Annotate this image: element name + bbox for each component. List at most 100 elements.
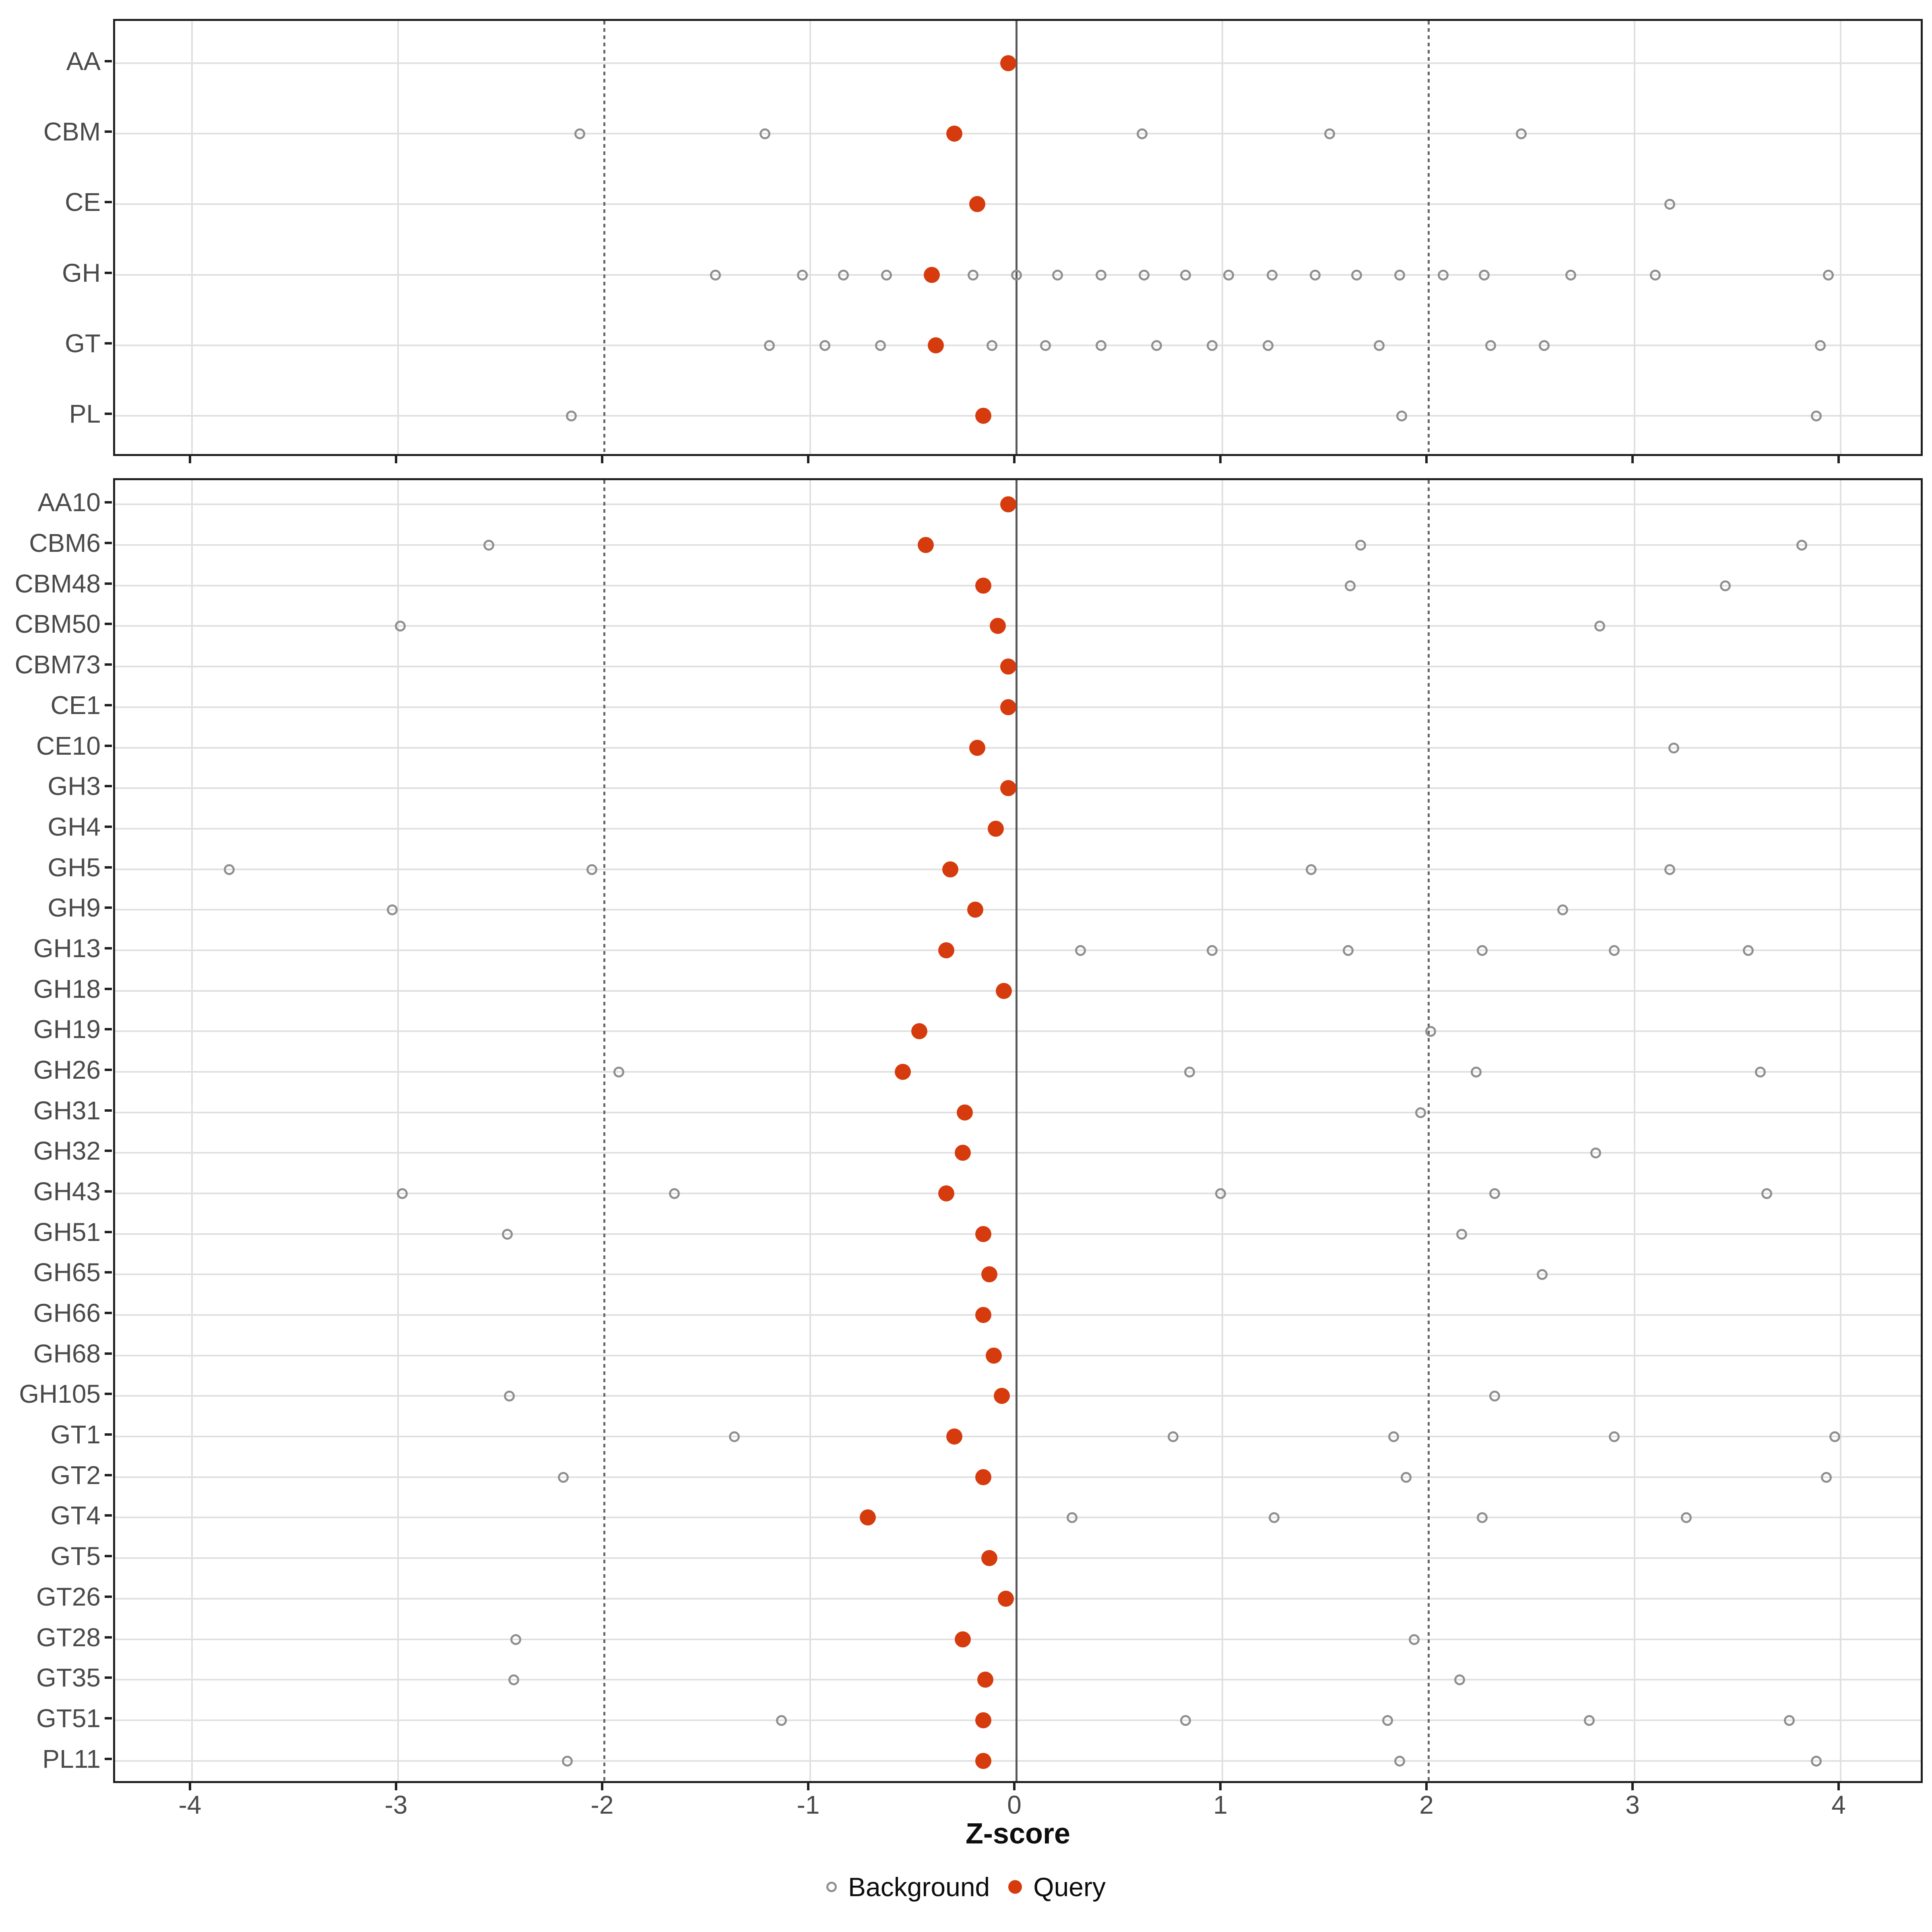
legend: Background Query xyxy=(0,1874,1932,1900)
background-point xyxy=(561,1755,573,1767)
gridline-horizontal xyxy=(115,1111,1921,1113)
gridline-horizontal xyxy=(115,1152,1921,1154)
background-point xyxy=(1168,1431,1179,1443)
gridline-vertical xyxy=(809,480,811,1781)
x-axis-tick xyxy=(395,456,397,463)
gridline-vertical xyxy=(397,21,399,454)
query-point xyxy=(998,1590,1014,1607)
query-point xyxy=(967,902,983,918)
y-axis-label: PL11 xyxy=(42,1744,101,1773)
background-point xyxy=(776,1715,787,1726)
x-axis-tick xyxy=(1425,456,1428,463)
y-axis-label: GH19 xyxy=(33,1015,101,1044)
y-axis-tick xyxy=(105,623,112,625)
background-point xyxy=(1388,1431,1399,1443)
background-point xyxy=(483,540,495,551)
x-axis-tick-label: 2 xyxy=(1419,1790,1434,1819)
query-point xyxy=(860,1509,876,1526)
background-point xyxy=(1456,1228,1467,1240)
gridline-horizontal xyxy=(115,747,1921,749)
y-axis-tick xyxy=(105,1230,112,1233)
y-axis-tick xyxy=(105,704,112,706)
background-point xyxy=(1052,269,1063,281)
background-point xyxy=(1151,340,1162,351)
background-point xyxy=(1207,945,1218,956)
background-point xyxy=(1668,742,1680,753)
gridline-horizontal xyxy=(115,625,1921,627)
x-axis-tick-label: -1 xyxy=(797,1790,820,1819)
background-point xyxy=(1557,904,1568,916)
x-axis-tick xyxy=(395,1783,397,1790)
panel-families xyxy=(113,19,1923,456)
background-point xyxy=(504,1391,515,1402)
gridline-vertical xyxy=(191,21,193,454)
background-point xyxy=(1355,540,1366,551)
gridline-horizontal xyxy=(115,1354,1921,1356)
background-point xyxy=(1137,128,1148,140)
background-point xyxy=(395,621,406,632)
x-axis-tick xyxy=(1425,1783,1428,1790)
background-point xyxy=(1345,580,1356,591)
background-point xyxy=(669,1188,680,1199)
background-point xyxy=(1477,1512,1488,1523)
query-point xyxy=(1000,658,1016,675)
gridline-horizontal xyxy=(115,1436,1921,1438)
background-point xyxy=(1351,269,1362,281)
background-point xyxy=(574,128,585,140)
background-point xyxy=(502,1228,513,1240)
background-point xyxy=(1207,340,1218,351)
background-point xyxy=(1485,340,1496,351)
background-point xyxy=(1409,1634,1420,1645)
x-axis-tick-label: 4 xyxy=(1831,1790,1846,1819)
gridline-horizontal xyxy=(115,415,1921,417)
background-point xyxy=(1810,1755,1822,1767)
y-axis-tick xyxy=(105,1676,112,1679)
x-axis-tick xyxy=(1837,456,1840,463)
y-axis-tick xyxy=(105,947,112,949)
x-axis-tick-label: -4 xyxy=(178,1790,202,1819)
x-axis-tick-label: -2 xyxy=(590,1790,614,1819)
y-axis-tick xyxy=(105,1717,112,1719)
background-point xyxy=(797,269,808,281)
query-point xyxy=(994,1388,1010,1404)
x-axis-tick xyxy=(1013,456,1016,463)
y-axis-label: GH51 xyxy=(33,1217,101,1247)
background-point xyxy=(1095,269,1106,281)
background-point xyxy=(1584,1715,1595,1726)
background-point xyxy=(1075,945,1086,956)
background-point xyxy=(566,410,577,421)
x-axis-tick-label: 0 xyxy=(1007,1790,1022,1819)
gridline-horizontal xyxy=(115,203,1921,205)
y-axis-tick xyxy=(105,1352,112,1355)
background-point xyxy=(1040,340,1051,351)
gridline-horizontal xyxy=(115,1233,1921,1235)
y-axis-label: GH xyxy=(62,258,101,287)
filled-circle-icon xyxy=(1008,1880,1022,1894)
gridline-horizontal xyxy=(115,1760,1921,1762)
panel-subfamilies xyxy=(113,478,1923,1783)
x-axis-tick xyxy=(189,456,191,463)
background-point xyxy=(1184,1066,1195,1077)
panel-subfamilies-plot-area xyxy=(115,480,1921,1781)
x-axis-tick xyxy=(1013,1783,1016,1790)
background-point xyxy=(1306,864,1317,875)
x-axis-tick xyxy=(1631,456,1634,463)
background-point xyxy=(1437,269,1449,281)
gridline-horizontal xyxy=(115,1193,1921,1195)
background-point xyxy=(397,1188,408,1199)
dotted-reference-line xyxy=(603,480,605,1781)
background-point xyxy=(224,864,235,875)
y-axis-tick xyxy=(105,1514,112,1517)
query-point xyxy=(917,537,934,553)
background-point xyxy=(1382,1715,1393,1726)
y-axis-tick xyxy=(105,866,112,869)
y-axis-tick xyxy=(105,1312,112,1315)
background-point xyxy=(613,1066,624,1077)
y-axis-tick xyxy=(105,987,112,990)
background-point xyxy=(508,1674,519,1686)
gridline-horizontal xyxy=(115,133,1921,135)
query-point xyxy=(985,1347,1002,1364)
background-point xyxy=(1310,269,1321,281)
zero-reference-line xyxy=(1016,480,1018,1781)
